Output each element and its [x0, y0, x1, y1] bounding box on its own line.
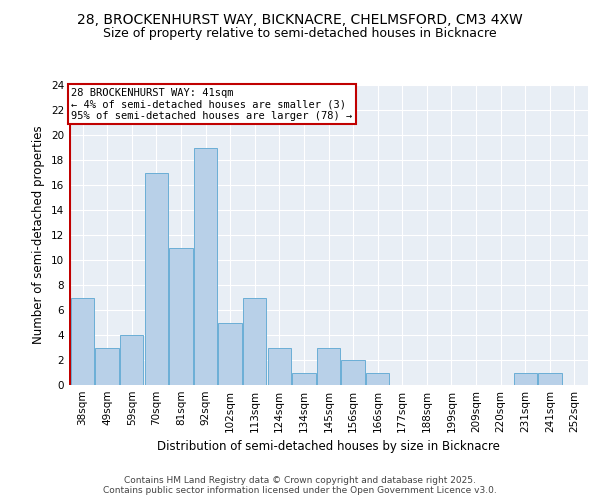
Bar — [71, 298, 94, 385]
Bar — [120, 335, 143, 385]
Text: Contains HM Land Registry data © Crown copyright and database right 2025.
Contai: Contains HM Land Registry data © Crown c… — [103, 476, 497, 495]
Bar — [341, 360, 365, 385]
Bar — [317, 348, 340, 385]
Text: 28 BROCKENHURST WAY: 41sqm
← 4% of semi-detached houses are smaller (3)
95% of s: 28 BROCKENHURST WAY: 41sqm ← 4% of semi-… — [71, 88, 353, 120]
Bar — [538, 372, 562, 385]
X-axis label: Distribution of semi-detached houses by size in Bicknacre: Distribution of semi-detached houses by … — [157, 440, 500, 454]
Bar — [268, 348, 291, 385]
Bar — [95, 348, 119, 385]
Bar — [218, 322, 242, 385]
Bar — [514, 372, 537, 385]
Bar — [145, 172, 168, 385]
Y-axis label: Number of semi-detached properties: Number of semi-detached properties — [32, 126, 46, 344]
Bar — [194, 148, 217, 385]
Text: 28, BROCKENHURST WAY, BICKNACRE, CHELMSFORD, CM3 4XW: 28, BROCKENHURST WAY, BICKNACRE, CHELMSF… — [77, 12, 523, 26]
Bar — [292, 372, 316, 385]
Bar — [169, 248, 193, 385]
Bar — [243, 298, 266, 385]
Bar — [366, 372, 389, 385]
Text: Size of property relative to semi-detached houses in Bicknacre: Size of property relative to semi-detach… — [103, 28, 497, 40]
